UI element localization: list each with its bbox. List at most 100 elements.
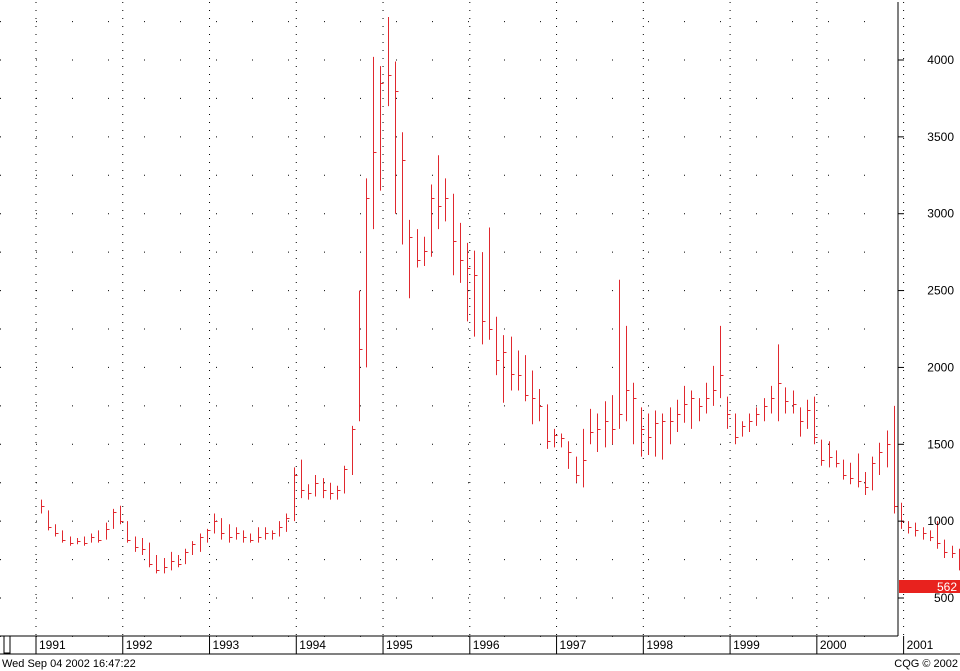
price-bar	[756, 407, 760, 426]
price-bar	[568, 441, 572, 469]
y-tick-label: 1000	[927, 514, 954, 528]
price-bar	[171, 551, 175, 571]
price-bar	[583, 428, 587, 488]
x-tick-label: 1994	[299, 638, 326, 652]
price-bar	[156, 554, 160, 574]
price-bar	[749, 413, 753, 432]
price-bar	[937, 521, 941, 549]
price-bar	[388, 16, 392, 107]
price-bar	[98, 530, 102, 543]
x-tick-label: 1997	[560, 638, 587, 652]
price-bar	[438, 155, 442, 230]
timestamp: Wed Sep 04 2002 16:47:22	[2, 658, 136, 670]
y-tick-label: 2000	[927, 360, 954, 374]
price-bar	[489, 227, 493, 340]
price-bar	[720, 325, 724, 399]
price-bar	[192, 541, 196, 555]
price-bar	[655, 410, 659, 457]
x-tick-label: 1998	[646, 638, 673, 652]
last-price-box	[899, 580, 960, 593]
price-bar	[727, 396, 731, 429]
price-bar	[561, 433, 565, 448]
price-bar	[250, 533, 254, 543]
price-bar	[908, 521, 912, 534]
price-bar	[496, 316, 500, 376]
price-bar	[344, 465, 348, 494]
price-bar	[691, 390, 695, 429]
price-bar	[149, 542, 153, 568]
price-bar	[460, 222, 464, 283]
price-bar	[793, 390, 797, 414]
price-bar	[814, 396, 818, 445]
price-bars	[41, 16, 960, 574]
price-bar	[359, 290, 363, 422]
price-bar	[952, 545, 956, 559]
price-bar	[48, 510, 52, 531]
price-bar	[301, 459, 305, 499]
price-bar	[229, 524, 233, 543]
price-bar	[106, 522, 110, 540]
price-bar	[633, 382, 637, 445]
price-bar	[164, 558, 168, 574]
price-bar	[887, 430, 891, 468]
price-bar	[785, 387, 789, 414]
price-bar	[243, 530, 247, 543]
price-bar	[113, 508, 117, 529]
price-bar	[77, 538, 81, 545]
price-bar	[279, 521, 283, 537]
price-bar	[771, 385, 775, 414]
scroll-handle[interactable]	[3, 635, 11, 654]
price-bar	[70, 536, 74, 546]
price-bar	[135, 536, 139, 552]
price-bar	[532, 370, 536, 425]
y-tick-label: 4000	[927, 53, 954, 67]
x-tick-label: 1996	[473, 638, 500, 652]
price-bar	[402, 132, 406, 245]
price-bar	[872, 456, 876, 491]
y-axis: 500 1000 1500 2000 2500 3000 3500 4000	[898, 53, 954, 605]
price-bar	[547, 404, 551, 449]
x-tick-label: 1991	[39, 638, 66, 652]
price-bar	[41, 499, 45, 514]
price-bar	[670, 407, 674, 445]
price-bar	[200, 533, 204, 552]
price-bar	[127, 521, 131, 543]
price-bar	[662, 413, 666, 460]
price-bar	[915, 522, 919, 537]
x-tick-label: 1995	[386, 638, 413, 652]
last-price-label: 562	[937, 580, 957, 594]
price-bar	[699, 398, 703, 422]
price-bar	[554, 428, 558, 448]
price-bar	[207, 528, 211, 543]
price-bar	[518, 350, 522, 391]
x-tick-label: 2001	[907, 638, 934, 652]
price-bar	[742, 421, 746, 437]
price-bar	[764, 398, 768, 422]
price-bar	[178, 554, 182, 568]
price-bar	[395, 61, 399, 214]
price-bar	[445, 178, 449, 222]
price-bar	[214, 513, 218, 534]
price-bar	[91, 533, 95, 543]
price-bar	[944, 539, 948, 559]
price-bar	[894, 405, 898, 514]
price-bar	[337, 485, 341, 500]
price-bar	[735, 413, 739, 445]
price-bar	[474, 250, 478, 337]
price-bar	[879, 442, 883, 476]
price-bar	[120, 505, 124, 525]
price-bar	[424, 236, 428, 266]
price-bar	[865, 471, 869, 496]
price-bar	[286, 513, 290, 532]
price-bar	[923, 527, 927, 540]
price-bar	[590, 408, 594, 445]
price-bar	[626, 325, 630, 422]
price-bar	[482, 252, 486, 345]
price-bar	[713, 365, 717, 406]
price-bar	[576, 456, 580, 483]
price-bar	[185, 548, 189, 565]
price-bar	[265, 527, 269, 540]
price-bar	[294, 467, 298, 522]
price-bar	[272, 530, 276, 540]
